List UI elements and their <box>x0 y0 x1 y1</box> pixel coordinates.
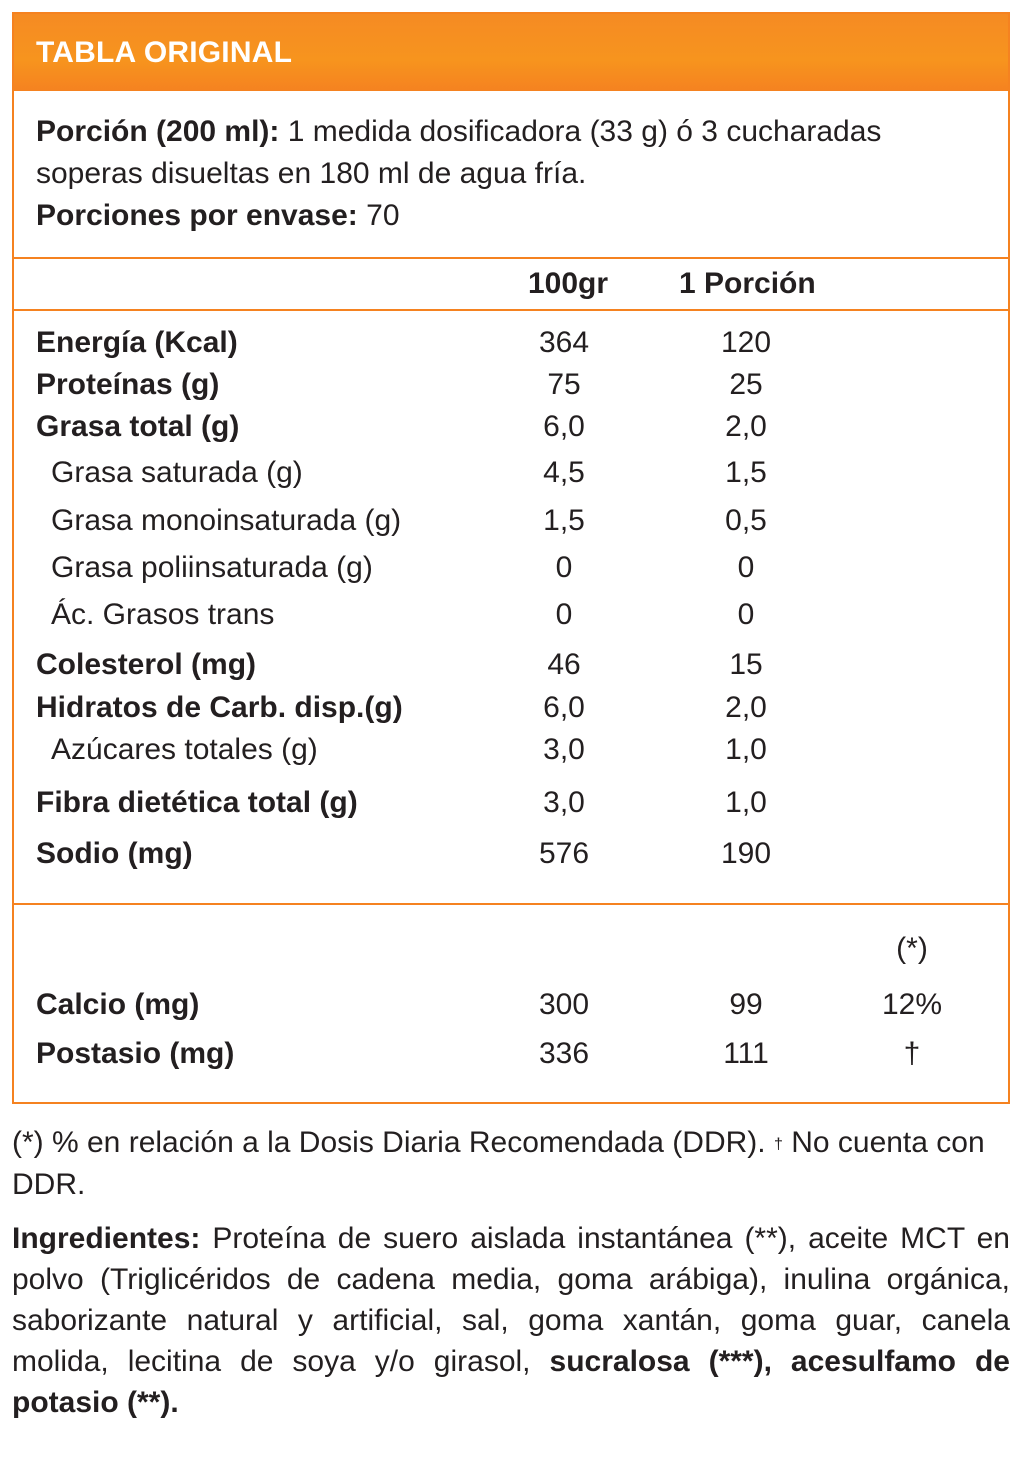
value-portion: 120 <box>720 326 772 359</box>
table-title: TABLA ORIGINAL <box>36 35 293 69</box>
portion-line-2: soperas disueltas en 180 ml de agua fría… <box>36 157 587 190</box>
value-portion: 2,0 <box>725 410 767 443</box>
value-portion: 1,0 <box>725 733 767 766</box>
footnote-text: (*) % en relación a la Dosis Diaria Reco… <box>12 1126 774 1159</box>
nutrient-label: Fibra dietética total (g) <box>36 786 358 819</box>
nutrient-label: Grasa monoinsaturada (g) <box>51 504 402 537</box>
mineral-label: Postasio (mg) <box>36 1037 235 1070</box>
table-row: Calcio (mg) 300 99 12% <box>14 985 1008 1025</box>
value-portion: 1,0 <box>725 786 767 819</box>
nutrient-label: Grasa saturada (g) <box>51 456 303 489</box>
column-header-portion: 1 Porción <box>679 267 816 300</box>
table-row: Colesterol (mg) 46 15 <box>14 645 1008 685</box>
value-100gr: 75 <box>547 368 581 401</box>
nutrient-label: Azúcares totales (g) <box>51 733 318 766</box>
servings-line: Porciones por envase: 70 <box>36 195 986 237</box>
servings-label: Porciones por envase: <box>36 199 358 232</box>
value-100gr: 364 <box>538 326 590 359</box>
value-100gr: 0 <box>555 598 573 631</box>
table-row: Ác. Grasos trans 0 0 <box>14 595 1008 635</box>
ddr-footnote: (*) % en relación a la Dosis Diaria Reco… <box>12 1122 1010 1206</box>
table-row: Postasio (mg) 336 111 † <box>14 1034 1008 1074</box>
divider <box>14 903 1008 905</box>
table-row: Proteínas (g) 75 25 <box>14 365 1008 405</box>
nutrient-label: Hidratos de Carb. disp.(g) <box>36 691 403 724</box>
table-row: Fibra dietética total (g) 3,0 1,0 <box>14 783 1008 823</box>
mineral-rows: (*) Calcio (mg) 300 99 12% Postasio (mg)… <box>14 905 1008 1101</box>
table-header: TABLA ORIGINAL <box>14 14 1008 91</box>
value-100gr: 6,0 <box>543 410 585 443</box>
nutrient-label: Colesterol (mg) <box>36 648 257 681</box>
portion-text: 1 medida dosificadora (33 g) ó 3 cuchara… <box>279 115 882 148</box>
nutrient-rows: Energía (Kcal) 364 120 Proteínas (g) 75 … <box>14 311 1008 903</box>
value-portion: 0,5 <box>725 504 767 537</box>
nutrition-table: TABLA ORIGINAL Porción (200 ml): 1 medid… <box>12 12 1010 1104</box>
value-portion: 15 <box>729 648 763 681</box>
value-portion: 0 <box>737 598 755 631</box>
divider <box>14 257 1008 259</box>
table-row: Energía (Kcal) 364 120 <box>14 323 1008 363</box>
value-portion: 25 <box>729 368 763 401</box>
serving-info: Porción (200 ml): 1 medida dosificadora … <box>14 91 1008 257</box>
value-100gr: 3,0 <box>543 786 585 819</box>
table-row: Grasa saturada (g) 4,5 1,5 <box>14 453 1008 493</box>
ingredients-paragraph: Ingredientes: Proteína de suero aislada … <box>12 1218 1010 1423</box>
nutrient-label: Grasa total (g) <box>36 410 240 443</box>
table-row: Grasa monoinsaturada (g) 1,5 0,5 <box>14 501 1008 541</box>
value-ddr: 12% <box>881 988 943 1021</box>
mineral-label: Calcio (mg) <box>36 988 200 1021</box>
value-100gr: 3,0 <box>543 733 585 766</box>
value-portion: 0 <box>737 551 755 584</box>
ddr-header-row: (*) <box>14 929 1008 969</box>
value-100gr: 46 <box>547 648 581 681</box>
value-100gr: 300 <box>538 988 590 1021</box>
footnote-text-2: No cuenta con DDR. <box>12 1126 985 1201</box>
value-100gr: 0 <box>555 551 573 584</box>
value-portion: 190 <box>720 837 772 870</box>
value-100gr: 336 <box>538 1037 590 1070</box>
value-portion: 99 <box>729 988 763 1021</box>
value-portion: 111 <box>723 1037 769 1070</box>
table-row: Sodio (mg) 576 190 <box>14 834 1008 874</box>
column-headers: 100gr 1 Porción <box>14 259 1008 309</box>
nutrient-label: Proteínas (g) <box>36 368 220 401</box>
column-header-100gr: 100gr <box>528 267 609 300</box>
table-row: Grasa poliinsaturada (g) 0 0 <box>14 548 1008 588</box>
value-100gr: 576 <box>538 837 590 870</box>
divider <box>14 309 1008 311</box>
value-ddr: † <box>903 1037 921 1070</box>
value-100gr: 4,5 <box>543 456 585 489</box>
ingredients-text: Proteína de suero aislada instantánea (*… <box>12 1222 1010 1378</box>
value-portion: 2,0 <box>725 691 767 724</box>
nutrient-label: Energía (Kcal) <box>36 326 238 359</box>
ingredients-label: Ingredientes: <box>12 1222 201 1255</box>
servings-value: 70 <box>357 199 400 232</box>
nutrient-label: Ác. Grasos trans <box>51 598 275 631</box>
nutrient-label: Grasa poliinsaturada (g) <box>51 551 373 584</box>
value-portion: 1,5 <box>725 456 767 489</box>
portion-label: Porción (200 ml): <box>36 115 280 148</box>
table-row: Grasa total (g) 6,0 2,0 <box>14 407 1008 447</box>
value-100gr: 6,0 <box>543 691 585 724</box>
dagger-mark: † <box>773 1136 783 1153</box>
ingredients-bold-tail: sucralosa (***), acesulfamo de potasio (… <box>12 1345 1010 1419</box>
ddr-column-header: (*) <box>896 932 928 965</box>
portion-line: Porción (200 ml): 1 medida dosificadora … <box>36 111 986 153</box>
table-row: Hidratos de Carb. disp.(g) 6,0 2,0 <box>14 688 1008 728</box>
table-row: Azúcares totales (g) 3,0 1,0 <box>14 730 1008 770</box>
value-100gr: 1,5 <box>543 504 585 537</box>
nutrient-label: Sodio (mg) <box>36 837 193 870</box>
